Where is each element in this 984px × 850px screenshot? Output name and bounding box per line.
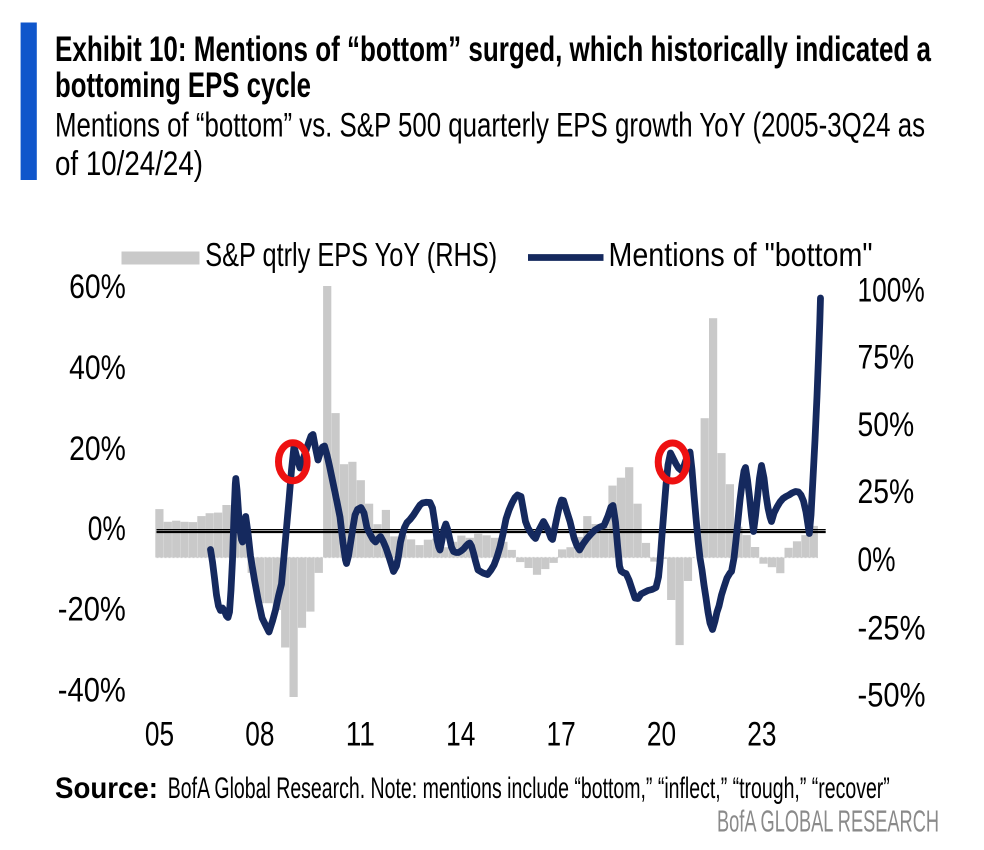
- svg-text:0%: 0%: [88, 510, 126, 548]
- svg-text:-50%: -50%: [858, 676, 926, 714]
- svg-text:bottoming EPS cycle: bottoming EPS cycle: [55, 66, 311, 105]
- svg-text:of 10/24/24): of 10/24/24): [55, 145, 203, 183]
- svg-text:BofA GLOBAL RESEARCH: BofA GLOBAL RESEARCH: [717, 804, 939, 839]
- svg-text:-20%: -20%: [58, 590, 126, 628]
- svg-text:Source:: Source:: [55, 772, 158, 805]
- svg-text:-25%: -25%: [858, 609, 926, 647]
- svg-text:60%: 60%: [69, 268, 126, 306]
- svg-text:08: 08: [245, 715, 274, 753]
- svg-text:BofA Global Research. Note: me: BofA Global Research. Note: mentions inc…: [168, 772, 890, 805]
- svg-text:23: 23: [747, 715, 776, 753]
- svg-text:100%: 100%: [858, 271, 925, 309]
- svg-text:Exhibit 10: Mentions of “botto: Exhibit 10: Mentions of “bottom” surged,…: [55, 30, 931, 69]
- svg-text:-40%: -40%: [58, 671, 126, 709]
- svg-text:17: 17: [547, 715, 576, 753]
- svg-text:20%: 20%: [69, 430, 126, 468]
- svg-text:11: 11: [346, 715, 375, 753]
- svg-text:0%: 0%: [858, 541, 896, 579]
- svg-text:50%: 50%: [858, 406, 915, 444]
- svg-text:75%: 75%: [858, 338, 915, 376]
- svg-text:14: 14: [446, 715, 475, 753]
- svg-text:Mentions of "bottom": Mentions of "bottom": [609, 236, 873, 273]
- svg-text:05: 05: [145, 715, 174, 753]
- svg-text:Mentions of “bottom” vs. S&P 5: Mentions of “bottom” vs. S&P 500 quarter…: [55, 107, 925, 145]
- svg-text:20: 20: [647, 715, 676, 753]
- svg-text:25%: 25%: [858, 473, 915, 511]
- svg-text:S&P qtrly EPS YoY (RHS): S&P qtrly EPS YoY (RHS): [205, 236, 497, 273]
- svg-text:40%: 40%: [69, 349, 126, 387]
